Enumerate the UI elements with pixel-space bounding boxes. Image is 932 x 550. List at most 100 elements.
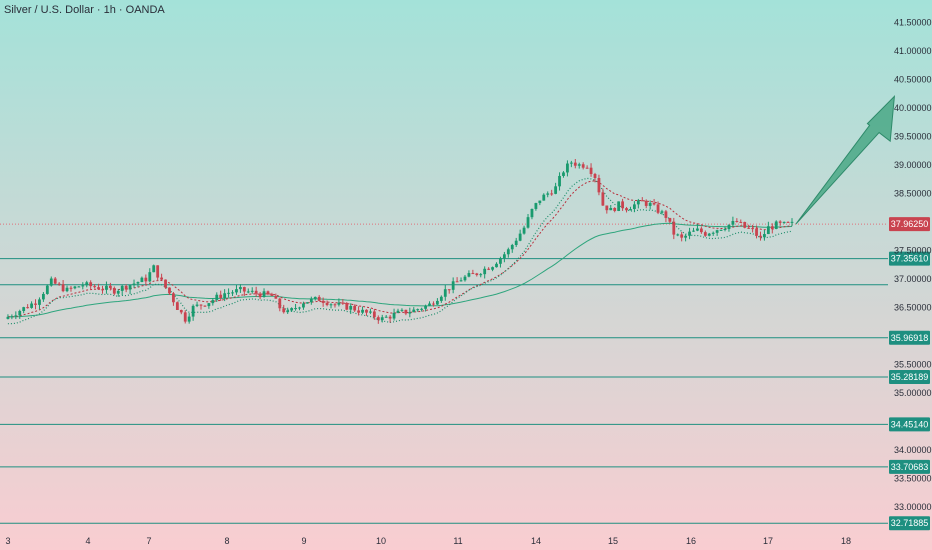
- y-tick-label[interactable]: 40.00000: [894, 103, 932, 113]
- candle-body: [451, 281, 455, 290]
- candle-body: [692, 230, 695, 232]
- level-price-label: 35.96918: [891, 333, 929, 343]
- y-tick-label[interactable]: 37.00000: [894, 274, 932, 284]
- candle-body: [400, 309, 404, 311]
- candle-body: [550, 193, 554, 195]
- candle-body: [546, 193, 550, 195]
- x-axis[interactable]: 3 4 7 8 9 10 11 14 15 16 17 18: [5, 536, 851, 546]
- candle-body: [372, 311, 376, 318]
- candle-body: [684, 235, 688, 238]
- candle-body: [558, 175, 561, 187]
- x-tick-label[interactable]: 7: [146, 536, 151, 546]
- candle-body: [215, 294, 219, 301]
- candle-body: [195, 304, 199, 306]
- y-tick-label[interactable]: 37.50000: [894, 245, 932, 255]
- candle-body: [302, 303, 305, 308]
- moving-averages: [7, 177, 793, 325]
- y-tick-label[interactable]: 35.50000: [894, 360, 932, 370]
- y-tick-label[interactable]: 34.00000: [894, 445, 932, 455]
- candle-body: [160, 277, 163, 280]
- candle-body: [14, 315, 18, 317]
- candle-body: [766, 226, 770, 235]
- candle-body: [120, 285, 124, 291]
- candle-body: [116, 290, 120, 294]
- level-price-tag: [889, 330, 930, 345]
- candle-body: [416, 309, 420, 311]
- x-tick-label[interactable]: 9: [301, 536, 306, 546]
- candle-body: [203, 305, 207, 307]
- candle-body: [89, 282, 93, 287]
- candle-body: [270, 294, 274, 296]
- candle-body: [369, 311, 372, 313]
- x-tick-label[interactable]: 10: [376, 536, 386, 546]
- candle-body: [231, 292, 234, 294]
- candle-body: [357, 310, 360, 313]
- candle-body: [633, 204, 636, 210]
- candle-body: [45, 285, 49, 294]
- candle-body: [597, 178, 601, 193]
- candle-body: [688, 231, 691, 236]
- y-tick-label[interactable]: 41.50000: [894, 17, 932, 27]
- x-tick-label[interactable]: 3: [5, 536, 10, 546]
- current-price-tag: [889, 217, 930, 232]
- candle-body: [239, 287, 242, 290]
- candle-body: [223, 293, 227, 298]
- candle-body: [333, 304, 337, 306]
- candle-body: [554, 186, 557, 194]
- candle-body: [676, 234, 680, 236]
- level-price-tag: [889, 459, 930, 474]
- x-tick-label[interactable]: 17: [763, 536, 773, 546]
- candle-body: [57, 283, 61, 285]
- candle-body: [262, 291, 266, 298]
- candle-body: [380, 317, 384, 321]
- candle-body: [274, 295, 278, 299]
- candle-body: [152, 265, 156, 273]
- y-tick-label[interactable]: 36.50000: [894, 303, 932, 313]
- level-price-label: 34.45140: [891, 419, 929, 429]
- x-tick-label[interactable]: 16: [686, 536, 696, 546]
- candle-body: [219, 294, 223, 298]
- candle-body: [396, 310, 400, 313]
- candle-body: [770, 226, 774, 229]
- x-tick-label[interactable]: 8: [224, 536, 229, 546]
- candle-body: [743, 221, 747, 228]
- candle-body: [459, 280, 463, 282]
- x-tick-label[interactable]: 18: [841, 536, 851, 546]
- x-tick-label[interactable]: 15: [608, 536, 618, 546]
- y-axis[interactable]: 41.50000 41.00000 40.50000 40.00000 39.50000…: [894, 17, 932, 512]
- y-tick-label[interactable]: 35.00000: [894, 388, 932, 398]
- candle-body: [573, 162, 577, 166]
- y-tick-label[interactable]: 33.00000: [894, 502, 932, 512]
- candle-body: [179, 309, 183, 313]
- candle-body: [408, 312, 412, 314]
- candle-body: [132, 283, 136, 286]
- candle-body: [191, 305, 195, 317]
- y-tick-label[interactable]: 40.50000: [894, 74, 932, 84]
- y-tick-label[interactable]: 33.50000: [894, 474, 932, 484]
- candle-body: [534, 203, 538, 209]
- y-tick-label[interactable]: 39.00000: [894, 160, 932, 170]
- candle-body: [69, 287, 73, 289]
- candle-body: [26, 307, 30, 309]
- x-tick-label[interactable]: 11: [453, 536, 462, 546]
- candle-body: [349, 305, 353, 310]
- x-tick-label[interactable]: 14: [531, 536, 541, 546]
- x-tick-label[interactable]: 4: [85, 536, 90, 546]
- candle-body: [790, 221, 794, 223]
- candle-body: [235, 289, 238, 293]
- candle-body: [286, 310, 290, 313]
- candle-body: [124, 285, 128, 290]
- y-tick-label[interactable]: 41.00000: [894, 46, 932, 56]
- y-tick-label[interactable]: 38.50000: [894, 188, 932, 198]
- candle-body: [227, 292, 230, 294]
- candle-body: [140, 277, 144, 283]
- level-price-label: 33.70683: [891, 462, 929, 472]
- candle-body: [187, 316, 191, 322]
- candle-body: [786, 221, 790, 223]
- candle-body: [617, 201, 621, 211]
- y-tick-label[interactable]: 39.50000: [894, 131, 932, 141]
- candle-body: [581, 164, 585, 168]
- candle-body: [258, 293, 262, 298]
